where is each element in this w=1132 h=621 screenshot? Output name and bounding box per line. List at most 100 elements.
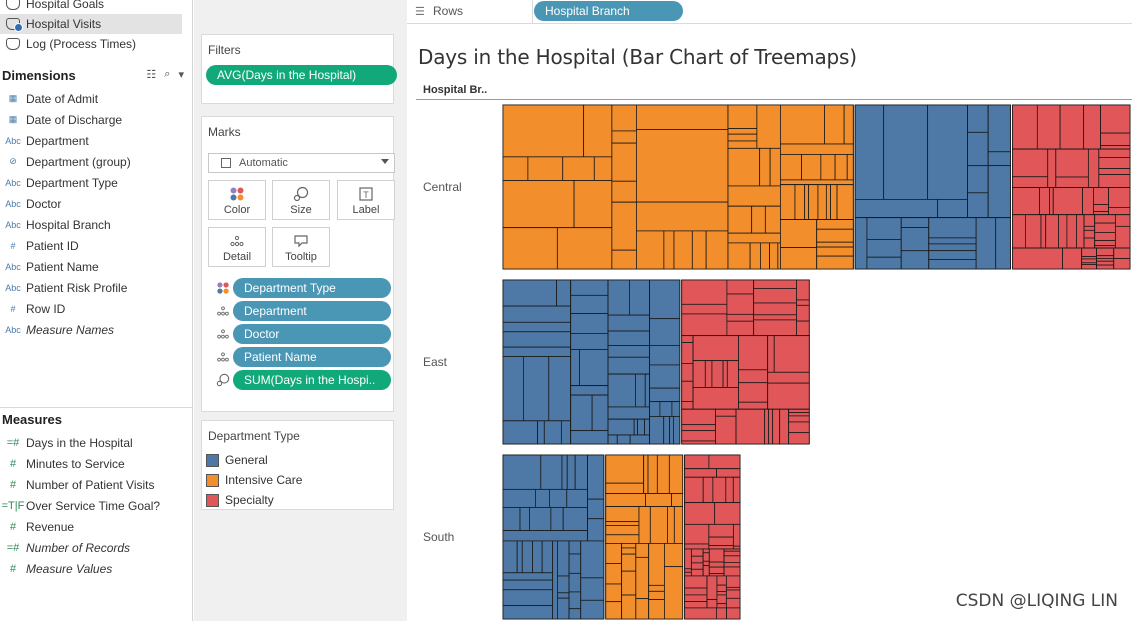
treemap-cell[interactable] bbox=[725, 575, 741, 588]
treemap-cell[interactable] bbox=[681, 363, 694, 382]
treemap-cell[interactable] bbox=[702, 565, 710, 577]
treemap-cell[interactable] bbox=[846, 154, 854, 181]
treemap-cell[interactable] bbox=[706, 599, 718, 609]
treemap-cell[interactable] bbox=[780, 247, 818, 270]
treemap-cell[interactable] bbox=[1066, 214, 1077, 249]
treemap-cell[interactable] bbox=[723, 562, 741, 568]
treemap-cell[interactable] bbox=[621, 547, 637, 555]
treemap-bar-chart[interactable] bbox=[407, 25, 1132, 621]
treemap-cell[interactable] bbox=[727, 185, 781, 207]
treemap-cell[interactable] bbox=[1083, 214, 1096, 227]
treemap-cell[interactable] bbox=[727, 128, 758, 135]
treemap-cell[interactable] bbox=[764, 408, 769, 445]
treemap-cell[interactable] bbox=[1093, 187, 1109, 205]
treemap-cell[interactable] bbox=[541, 540, 554, 574]
treemap-cell[interactable] bbox=[712, 476, 727, 504]
treemap-cell[interactable] bbox=[1083, 225, 1096, 231]
treemap-cell[interactable] bbox=[780, 154, 802, 181]
treemap-cell[interactable] bbox=[648, 543, 665, 586]
treemap-cell[interactable] bbox=[502, 488, 536, 508]
treemap-cell[interactable] bbox=[638, 506, 651, 544]
treemap-cell[interactable] bbox=[647, 454, 658, 494]
measure-field[interactable]: =# Number of Records bbox=[0, 537, 192, 558]
treemap-cell[interactable] bbox=[1094, 214, 1116, 224]
treemap-cell[interactable] bbox=[711, 360, 724, 388]
treemap-cell[interactable] bbox=[681, 424, 716, 432]
treemap-cell[interactable] bbox=[883, 104, 929, 200]
treemap-cell[interactable] bbox=[816, 255, 854, 270]
treemap-cell[interactable] bbox=[1012, 187, 1040, 216]
dimension-field[interactable]: Abc Hospital Branch bbox=[0, 214, 192, 235]
treemap-cell[interactable] bbox=[1052, 187, 1083, 216]
marks-pill-detail[interactable]: Department bbox=[233, 301, 391, 321]
treemap-cell[interactable] bbox=[605, 454, 645, 484]
treemap-cell[interactable] bbox=[681, 303, 728, 315]
treemap-cell[interactable] bbox=[723, 550, 741, 557]
dimension-field[interactable]: ▦ Date of Admit bbox=[0, 88, 192, 109]
treemap-cell[interactable] bbox=[716, 603, 727, 609]
treemap-cell[interactable] bbox=[816, 241, 854, 248]
dimension-field[interactable]: ⊘ Department (group) bbox=[0, 151, 192, 172]
treemap-cell[interactable] bbox=[727, 205, 753, 234]
treemap-cell[interactable] bbox=[636, 129, 729, 203]
treemap-cell[interactable] bbox=[780, 143, 854, 155]
treemap-cell[interactable] bbox=[502, 180, 575, 229]
viz-area[interactable]: Days in the Hospital (Bar Chart of Treem… bbox=[407, 25, 1132, 621]
treemap-cell[interactable] bbox=[607, 406, 651, 420]
measure-field[interactable]: # Measure Values bbox=[0, 558, 192, 579]
treemap-cell[interactable] bbox=[681, 313, 728, 337]
treemap-cell[interactable] bbox=[900, 250, 930, 270]
treemap-cell[interactable] bbox=[548, 356, 572, 422]
treemap-cell[interactable] bbox=[772, 408, 781, 445]
treemap-cell[interactable] bbox=[502, 605, 554, 620]
treemap-cell[interactable] bbox=[570, 430, 609, 445]
treemap-cell[interactable] bbox=[1025, 214, 1042, 249]
treemap-cell[interactable] bbox=[570, 385, 609, 396]
treemap-cell[interactable] bbox=[768, 408, 774, 445]
treemap-cell[interactable] bbox=[671, 493, 684, 507]
treemap-cell[interactable] bbox=[788, 432, 810, 445]
legend-item[interactable]: General bbox=[206, 451, 268, 469]
treemap-cell[interactable] bbox=[502, 420, 538, 445]
treemap-cell[interactable] bbox=[854, 217, 868, 270]
treemap-cell[interactable] bbox=[656, 454, 670, 494]
treemap-cell[interactable] bbox=[516, 540, 523, 574]
treemap-cell[interactable] bbox=[788, 421, 810, 434]
treemap-cell[interactable] bbox=[732, 545, 741, 550]
legend-item[interactable]: Intensive Care bbox=[206, 471, 302, 489]
treemap-cell[interactable] bbox=[690, 568, 704, 577]
treemap-cell[interactable] bbox=[605, 506, 640, 523]
treemap-cell[interactable] bbox=[1114, 214, 1131, 227]
treemap-cell[interactable] bbox=[753, 302, 797, 316]
filter-pill-avg-days[interactable]: AVG(Days in the Hospital) bbox=[206, 65, 397, 85]
treemap-cell[interactable] bbox=[928, 237, 977, 245]
treemap-cell[interactable] bbox=[607, 345, 651, 358]
treemap-cell[interactable] bbox=[726, 320, 755, 337]
treemap-cell[interactable] bbox=[663, 416, 671, 445]
treemap-cell[interactable] bbox=[708, 536, 734, 547]
treemap-cell[interactable] bbox=[753, 279, 797, 289]
treemap-cell[interactable] bbox=[681, 279, 728, 305]
treemap-cell[interactable] bbox=[681, 408, 716, 426]
treemap-cell[interactable] bbox=[684, 543, 710, 550]
treemap-cell[interactable] bbox=[692, 335, 739, 362]
treemap-cell[interactable] bbox=[1113, 258, 1131, 270]
treemap-cell[interactable] bbox=[568, 608, 582, 620]
treemap-cell[interactable] bbox=[780, 219, 818, 248]
treemap-segment[interactable] bbox=[684, 454, 741, 620]
treemap-cell[interactable] bbox=[645, 493, 672, 507]
treemap-cell[interactable] bbox=[804, 184, 810, 221]
treemap-cell[interactable] bbox=[866, 239, 902, 258]
mark-type-dropdown[interactable]: Automatic bbox=[208, 153, 395, 173]
treemap-cell[interactable] bbox=[502, 331, 572, 348]
treemap-cell[interactable] bbox=[1108, 187, 1131, 208]
treemap-cell[interactable] bbox=[706, 575, 718, 600]
treemap-cell[interactable] bbox=[726, 607, 741, 620]
treemap-cell[interactable] bbox=[570, 333, 609, 350]
treemap-cell[interactable] bbox=[760, 242, 770, 270]
treemap-cell[interactable] bbox=[702, 552, 710, 562]
treemap-cell[interactable] bbox=[769, 147, 781, 187]
treemap-cell[interactable] bbox=[566, 488, 588, 508]
size-button[interactable]: Size bbox=[272, 180, 330, 220]
treemap-cell[interactable] bbox=[621, 543, 637, 549]
